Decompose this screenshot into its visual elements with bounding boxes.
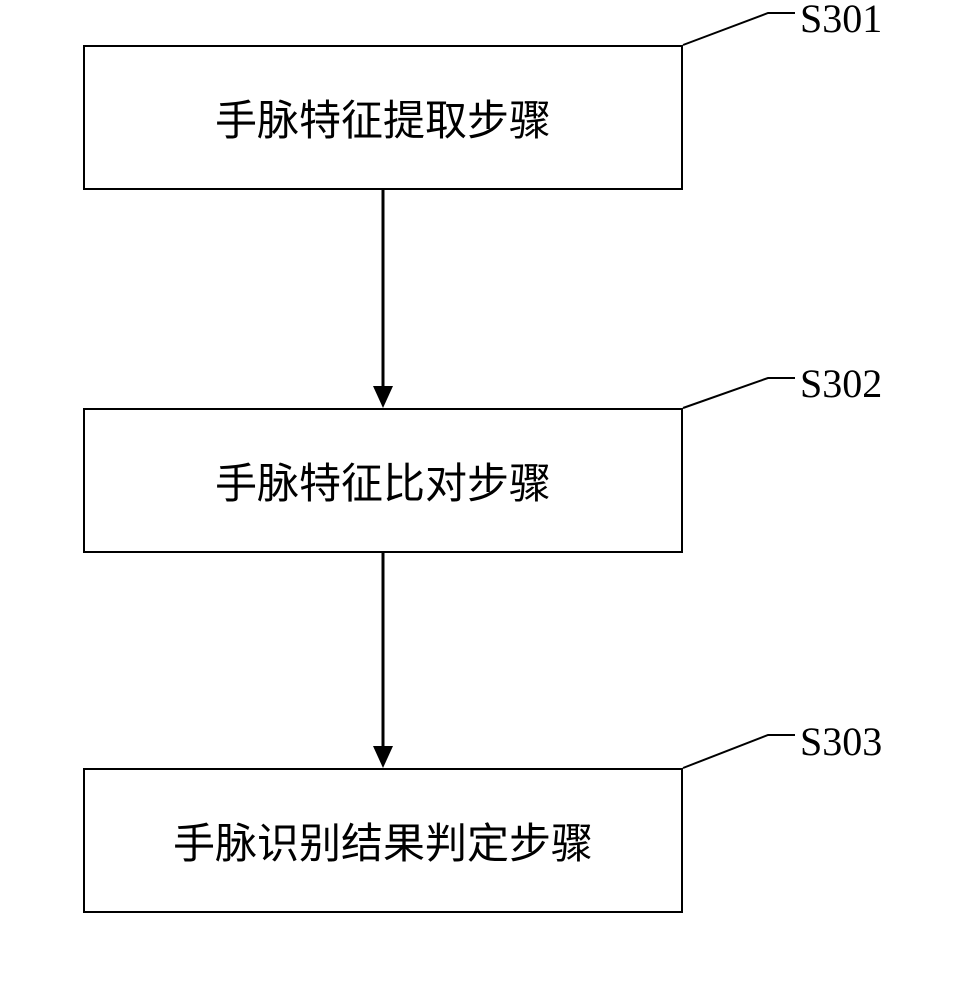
flowchart-canvas: 手脉特征提取步骤手脉特征比对步骤手脉识别结果判定步骤S301S302S303 bbox=[0, 0, 954, 985]
step-label-s3: S303 bbox=[800, 718, 882, 765]
step-label-line bbox=[0, 0, 954, 985]
